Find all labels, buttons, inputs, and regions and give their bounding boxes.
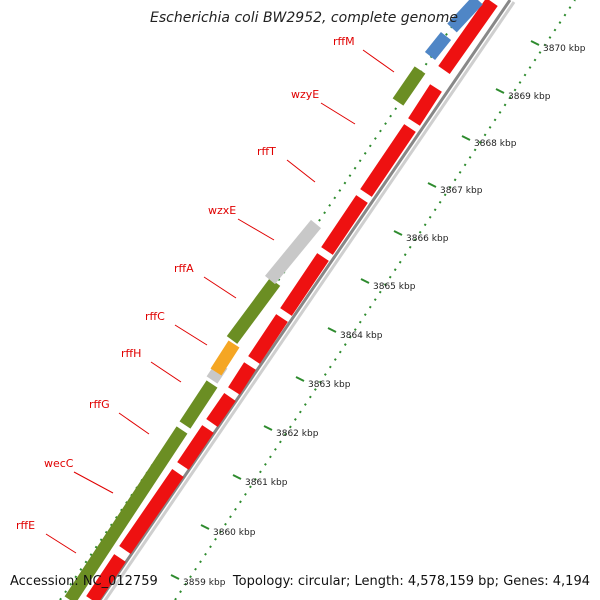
scale-tick <box>495 88 505 94</box>
forward-feature <box>177 425 214 470</box>
length-label: Length: 4,578,159 bp; <box>354 574 500 589</box>
genome-backbone-shadow <box>103 1 516 600</box>
forward-feature <box>228 362 256 395</box>
genome-backbone <box>98 0 512 600</box>
forward-feature <box>360 124 416 197</box>
gene-label-rffE: rffE <box>16 519 35 532</box>
gene-label-rffH: rffH <box>121 347 141 360</box>
gene-label-wzxE: wzxE <box>208 204 236 217</box>
scale-tick <box>200 524 210 530</box>
forward-feature <box>321 195 368 255</box>
scale-tick <box>360 278 370 284</box>
forward-feature <box>86 554 126 600</box>
gene-leader-line <box>286 159 316 183</box>
topology-label: Topology: circular; <box>232 574 351 589</box>
orange-feature <box>210 340 240 376</box>
gene-leader-line <box>203 276 237 299</box>
gene-leader-line <box>150 361 182 383</box>
gene-label-rffC: rffC <box>145 310 165 323</box>
feature-track <box>64 0 498 600</box>
forward-feature <box>119 469 184 554</box>
reverse-feature <box>64 426 188 600</box>
gene-leader-line <box>237 218 275 241</box>
gene-label-rffT: rffT <box>257 145 276 158</box>
scale-tick <box>170 574 180 580</box>
gene-leader-line <box>73 471 114 494</box>
scale-tick <box>427 182 437 188</box>
forward-feature <box>206 393 236 427</box>
gene-label-rffG: rffG <box>89 398 110 411</box>
scale-label: 3859 kbp <box>183 578 226 588</box>
map-title: Escherichia coli BW2952, complete genome <box>150 10 458 26</box>
forward-feature <box>280 253 329 316</box>
scale-tick <box>232 474 242 480</box>
forward-feature <box>438 0 498 75</box>
genes-label: Genes: 4,194 <box>503 574 590 589</box>
scale-label-layer: 3870 kbp 3869 kbp 3868 kbp 3867 kbp 3866 kbp… <box>170 40 586 588</box>
genome-summary: Topology: circular; Length: 4,578,159 bp… <box>233 574 590 589</box>
scale-tick <box>263 425 273 431</box>
gene-leader-line <box>320 102 356 125</box>
gene-leader-line <box>362 49 395 73</box>
scale-label: 3870 kbp <box>543 44 586 54</box>
gene-leader-line <box>45 533 77 554</box>
outer-tick-rail <box>174 0 576 600</box>
scale-label: 3867 kbp <box>440 186 483 196</box>
scale-label: 3868 kbp <box>474 139 517 149</box>
reverse-feature <box>392 66 426 106</box>
scale-label: 3866 kbp <box>406 234 449 244</box>
gene-label-rffA: rffA <box>174 262 194 275</box>
scale-label: 3863 kbp <box>308 380 351 390</box>
gene-label-wecC: wecC <box>44 457 74 470</box>
scale-label: 3865 kbp <box>373 282 416 292</box>
gene-leader-line <box>118 412 150 435</box>
scale-tick <box>327 327 337 333</box>
forward-feature <box>408 84 442 126</box>
gene-label-rffM: rffM <box>333 35 355 48</box>
gene-label-layer: rffM wzyE rffT wzxE rffA rffC rffH rffG wecC rffE <box>16 35 395 554</box>
scale-tick <box>530 40 540 46</box>
scale-tick <box>393 230 403 236</box>
reverse-feature <box>226 278 281 344</box>
blue-feature <box>447 0 483 33</box>
accession-label: Accession: NC_012759 <box>10 574 158 589</box>
gene-leader-line <box>174 324 208 346</box>
scale-label: 3861 kbp <box>245 478 288 488</box>
gene-label-wzyE: wzyE <box>291 88 319 101</box>
scale-label: 3864 kbp <box>340 331 383 341</box>
forward-feature <box>248 314 288 364</box>
scale-label: 3860 kbp <box>213 528 256 538</box>
scale-label: 3869 kbp <box>508 92 551 102</box>
scale-tick <box>461 135 471 141</box>
other-feature <box>264 219 322 285</box>
reverse-feature <box>179 380 218 429</box>
scale-label: 3862 kbp <box>276 429 319 439</box>
scale-tick <box>295 376 305 382</box>
blue-feature <box>424 31 452 61</box>
